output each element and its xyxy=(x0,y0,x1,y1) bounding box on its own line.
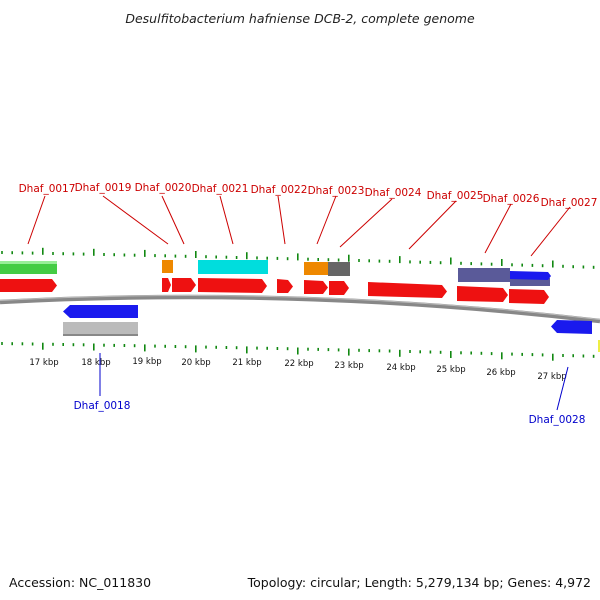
leader-dhaf-0020 xyxy=(161,195,185,245)
gene-label-dhaf-0027[interactable]: Dhaf_0027 xyxy=(541,197,598,209)
cds-dhaf-0019[interactable] xyxy=(162,278,171,292)
leader-dhaf-0017 xyxy=(27,195,46,245)
leader-dhaf-0026 xyxy=(484,203,512,254)
gene-label-dhaf-0021[interactable]: Dhaf_0021 xyxy=(192,183,249,195)
gene-label-dhaf-0017[interactable]: Dhaf_0017 xyxy=(19,183,76,195)
leader-dhaf-0025 xyxy=(408,200,457,250)
cds-dhaf-0020[interactable] xyxy=(172,278,196,292)
top-tick-row xyxy=(1,247,595,269)
leader-dhaf-0022 xyxy=(277,195,286,245)
bottom-tick-row xyxy=(1,342,595,361)
reverse-cds-small[interactable] xyxy=(510,271,551,280)
kbp-label: 21 kbp xyxy=(232,358,261,368)
cds-dhaf-0028[interactable] xyxy=(551,320,592,334)
feature-track-upper xyxy=(0,260,551,286)
kbp-label: 23 kbp xyxy=(334,361,363,371)
leader-dhaf-0027 xyxy=(530,206,571,257)
accession-text: Accession: NC_011830 xyxy=(9,575,152,590)
cds-dhaf-0025[interactable] xyxy=(457,286,508,302)
kbp-label: 24 kbp xyxy=(386,363,415,373)
cds-dhaf-0024[interactable] xyxy=(368,282,447,298)
gene-label-dhaf-0019[interactable]: Dhaf_0019 xyxy=(75,182,132,194)
genome-summary-text: Topology: circular; Length: 5,279,134 bp… xyxy=(247,575,591,590)
gene-label-dhaf-0020[interactable]: Dhaf_0020 xyxy=(135,182,192,194)
leader-dhaf-0028 xyxy=(556,366,569,411)
kbp-scale-labels: 17 kbp 18 kbp 19 kbp 20 kbp 21 kbp 22 kb… xyxy=(29,357,566,382)
map-title: Desulfitobacterium hafniense DCB-2, comp… xyxy=(125,11,475,26)
kbp-label: 19 kbp xyxy=(132,357,161,367)
feature-green-highlight xyxy=(0,261,57,264)
cds-dhaf-0026[interactable] xyxy=(509,289,549,304)
gene-label-dhaf-0018[interactable]: Dhaf_0018 xyxy=(74,400,131,412)
gene-label-dhaf-0022[interactable]: Dhaf_0022 xyxy=(251,184,308,196)
feature-silver[interactable] xyxy=(63,322,138,336)
reverse-cds-track xyxy=(63,305,592,336)
kbp-label: 20 kbp xyxy=(181,358,210,368)
leader-dhaf-0019 xyxy=(102,195,169,245)
leader-dhaf-0024 xyxy=(339,198,393,248)
top-gene-labels: Dhaf_0017 Dhaf_0019 Dhaf_0020 Dhaf_0021 … xyxy=(19,182,598,209)
gene-label-dhaf-0023[interactable]: Dhaf_0023 xyxy=(308,185,365,197)
gene-label-dhaf-0024[interactable]: Dhaf_0024 xyxy=(365,187,422,199)
cds-dhaf-0022[interactable] xyxy=(277,279,293,293)
cds-dhaf-0018[interactable] xyxy=(63,305,138,318)
feature-orange[interactable] xyxy=(162,260,173,273)
bottom-gene-labels: Dhaf_0018 Dhaf_0028 xyxy=(74,400,586,426)
cds-dhaf-0021[interactable] xyxy=(198,278,267,293)
cds-dhaf-0023[interactable] xyxy=(304,280,328,294)
cds-dhaf-0023b[interactable] xyxy=(329,281,349,295)
feature-green[interactable] xyxy=(0,261,57,274)
kbp-label: 25 kbp xyxy=(436,365,465,375)
feature-silver-shadow xyxy=(63,334,138,336)
kbp-label: 27 kbp xyxy=(537,372,566,382)
edge-marker xyxy=(598,340,600,352)
kbp-label: 22 kbp xyxy=(284,359,313,369)
feature-cyan[interactable] xyxy=(198,260,268,274)
gene-label-dhaf-0028[interactable]: Dhaf_0028 xyxy=(529,414,586,426)
forward-cds-track xyxy=(0,278,549,304)
genome-backbone-highlight xyxy=(0,294,600,320)
kbp-label: 26 kbp xyxy=(486,368,515,378)
top-leader-lines xyxy=(27,195,571,257)
leader-dhaf-0021 xyxy=(219,195,234,245)
feature-purple[interactable] xyxy=(510,278,550,286)
feature-gray[interactable] xyxy=(328,262,350,276)
gene-label-dhaf-0026[interactable]: Dhaf_0026 xyxy=(483,193,540,205)
bottom-leader-lines xyxy=(99,353,569,411)
feature-orange[interactable] xyxy=(304,262,328,275)
kbp-label: 18 kbp xyxy=(81,358,110,368)
leader-dhaf-0023 xyxy=(316,195,337,245)
genome-backbone xyxy=(0,294,600,324)
feature-purple[interactable] xyxy=(458,268,510,282)
kbp-label: 17 kbp xyxy=(29,358,58,368)
gene-label-dhaf-0025[interactable]: Dhaf_0025 xyxy=(427,190,484,202)
cds-dhaf-0017[interactable] xyxy=(0,279,57,292)
